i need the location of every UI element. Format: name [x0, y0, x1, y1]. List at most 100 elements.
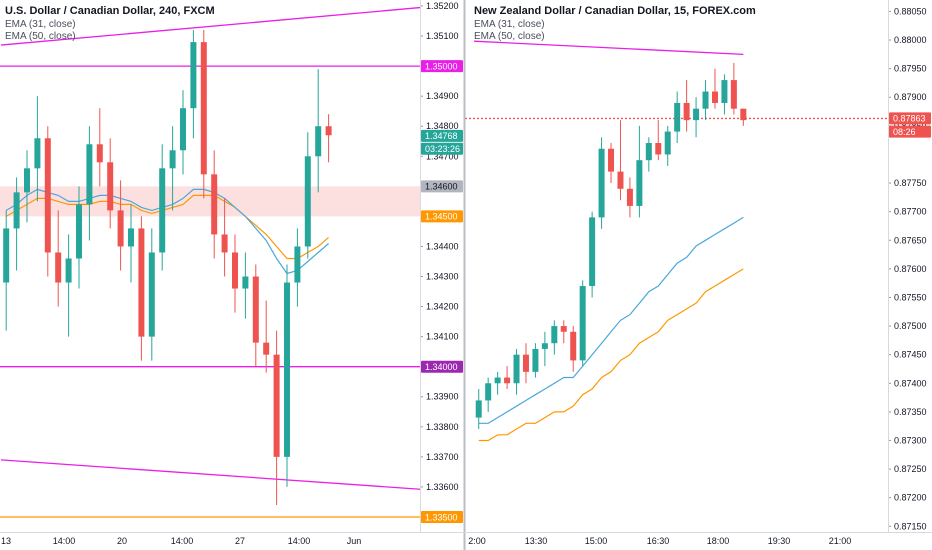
nzdcad-candle-body: [589, 217, 596, 287]
nzdcad-candle: [608, 143, 615, 184]
usdcad-ytick-label: 1.34700: [426, 151, 459, 161]
nzdcad-xtick-label: 15:00: [585, 536, 608, 546]
usdcad-candle: [180, 90, 186, 175]
usdcad-price-tag-label: 1.35000: [425, 61, 458, 71]
usdcad-candle-body: [96, 144, 103, 163]
usdcad-candle: [221, 198, 228, 277]
nzdcad-price-tag: [889, 125, 931, 138]
usdcad-candle-body: [232, 252, 238, 289]
nzdcad-ytick-label: 0.87700: [894, 207, 927, 217]
usdcad-price-tag-label: 1.34768: [425, 131, 458, 141]
usdcad-price-tag: [421, 510, 463, 523]
nzdcad-candle: [674, 91, 681, 144]
usdcad-xtick-label: 14:00: [53, 536, 76, 546]
usdcad-candle: [273, 330, 280, 505]
usdcad-ytick-label: 1.34400: [426, 241, 459, 251]
usdcad-ytick-label: 1.33600: [426, 482, 459, 492]
usdcad-candle: [315, 69, 322, 193]
usdcad-xtick-label: 14:00: [288, 536, 311, 546]
nzdcad-candle-body: [532, 348, 539, 372]
nzdcad-xtick-label: 13:30: [525, 536, 548, 546]
nzdcad-price-tag-label: 0.87863: [893, 114, 926, 124]
nzdcad-candle: [693, 97, 700, 138]
nzdcad-candle-body: [645, 143, 652, 161]
usdcad-pane[interactable]: 1.35200 1.35100 1.34900 1.34800 1.34700 1.344…: [0, 0, 859, 546]
usdcad-candle: [284, 264, 290, 487]
nzdcad-candle: [626, 177, 633, 218]
usdcad-candle: [96, 108, 103, 187]
nzdcad-candle: [711, 68, 718, 109]
usdcad-ytick-label: 1.34900: [426, 91, 459, 101]
usdcad-candle-body: [325, 126, 332, 136]
nzdcad-ytick-label: 0.87500: [894, 321, 927, 331]
nzdcad-ytick-label: 0.87900: [894, 92, 927, 102]
nzdcad-candle: [504, 366, 511, 389]
nzdcad-ytick-label: 0.87200: [894, 493, 927, 503]
usdcad-xtick-label: Jun: [347, 536, 362, 546]
usdcad-price-tag: [421, 210, 463, 223]
nzdcad-candle-body: [664, 131, 671, 155]
usdcad-ytick-label: 1.34200: [426, 302, 459, 312]
usdcad-candle-body: [117, 210, 124, 247]
nzdcad-candle: [551, 320, 558, 355]
usdcad-candle: [263, 300, 270, 373]
usdcad-trendline-1: [0, 459, 420, 490]
usdcad-candle-body: [294, 246, 301, 283]
usdcad-candle: [86, 126, 93, 241]
nzdcad-candle: [522, 343, 529, 384]
nzdcad-candle-body: [485, 383, 492, 401]
usdcad-candle-body: [148, 252, 155, 337]
nzdcad-candle: [598, 137, 605, 229]
usdcad-candle-body: [190, 42, 197, 109]
usdcad-candle: [3, 210, 10, 331]
usdcad-ytick-label: 1.34100: [426, 332, 459, 342]
usdcad-price-tag: [421, 129, 463, 142]
usdcad-candle: [325, 114, 332, 163]
nzdcad-ytick-label: 0.87650: [894, 235, 927, 245]
usdcad-candle: [211, 150, 218, 259]
usdcad-candle: [190, 30, 197, 139]
nzdcad-xtick-label: 19:30: [768, 536, 791, 546]
usdcad-candle-body: [128, 228, 134, 247]
nzdcad-candle-body: [636, 160, 643, 206]
usdcad-candle: [148, 228, 155, 361]
usdcad-ytick-label: 1.33800: [426, 422, 459, 432]
usdcad-candle: [55, 210, 62, 307]
nzdcad-candle: [617, 120, 624, 201]
nzdcad-ytick-label: 0.87550: [894, 292, 927, 302]
nzdcad-candle-body: [504, 377, 511, 384]
usdcad-candle: [117, 180, 124, 271]
usdcad-candle-body: [34, 138, 41, 169]
usdcad-candle-body: [211, 174, 218, 235]
usdcad-title: U.S. Dollar / Canadian Dollar, 240, FXCM: [5, 5, 215, 17]
usdcad-candle-body: [3, 228, 10, 283]
usdcad-candle: [24, 150, 30, 223]
nzdcad-pane[interactable]: 0.880500.880000.879500.879000.878500.877…: [465, 6, 931, 546]
usdcad-ema50-label: EMA (50, close): [5, 31, 76, 42]
nzdcad-candle: [655, 120, 662, 161]
nzdcad-candle: [532, 343, 539, 378]
nzdcad-candle-body: [683, 102, 690, 121]
nzdcad-candle: [570, 326, 577, 372]
usdcad-candle-body: [252, 276, 259, 343]
usdcad-candle-body: [86, 144, 93, 205]
usdcad-candle-body: [242, 276, 249, 289]
nzdcad-candle-body: [617, 171, 624, 189]
nzdcad-price-tag: [889, 112, 931, 125]
usdcad-candle-body: [200, 42, 207, 175]
nzdcad-candle: [579, 280, 586, 367]
nzdcad-ema50-label: EMA (50, close): [474, 31, 545, 42]
usdcad-candle: [252, 264, 259, 367]
usdcad-candle-body: [284, 282, 290, 457]
nzdcad-candle: [645, 137, 652, 172]
usdcad-candle: [34, 96, 41, 202]
nzdcad-trendline-0: [473, 40, 744, 55]
usdcad-candle: [232, 234, 238, 313]
nzdcad-plot-area: [465, 40, 888, 442]
usdcad-candle: [294, 228, 301, 307]
nzdcad-candle-body: [522, 354, 529, 372]
usdcad-candle-body: [304, 156, 311, 247]
nzdcad-candle: [721, 74, 728, 115]
nzdcad-candle-body: [711, 91, 718, 103]
nzdcad-xtick-label: 21:00: [829, 536, 852, 546]
